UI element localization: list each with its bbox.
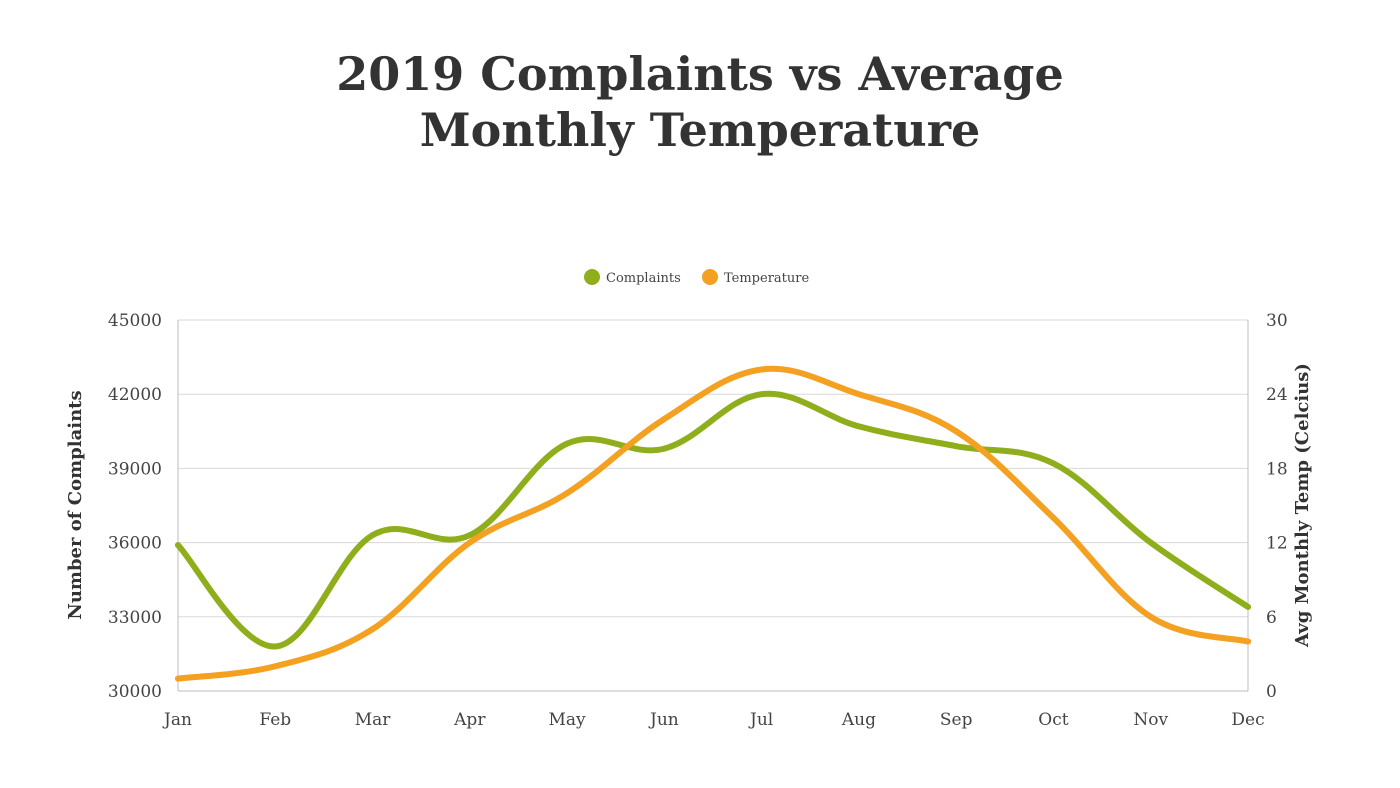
y-tick-label-left: 30000 [108,682,162,702]
data-point-temperature [564,490,571,497]
legend-marker-temperature [702,269,718,285]
x-tick-label: Mar [355,710,392,730]
data-point-complaints [369,532,376,539]
y-tick-label-right: 6 [1266,608,1277,628]
y-tick-label-right: 30 [1266,311,1288,331]
y-axis-title-left: Number of Complaints [65,390,86,619]
y-tick-label-right: 18 [1266,459,1288,479]
legend: Complaints Temperature [584,269,809,286]
data-point-complaints [1050,460,1057,467]
y-tick-label-left: 39000 [108,459,162,479]
data-point-complaints [466,532,473,539]
legend-label-temperature: Temperature [724,271,809,286]
data-point-complaints [855,423,862,430]
series-lines [175,365,1251,682]
x-tick-label: Apr [453,710,486,730]
data-point-temperature [1050,514,1057,521]
x-tick-label: Jan [162,710,192,730]
y-tick-label-right: 0 [1266,682,1277,702]
data-point-complaints [272,643,279,650]
data-point-complaints [758,391,765,398]
y-axis-title-right: Avg Monthly Temp (Celcius) [1292,363,1313,648]
x-tick-label: Oct [1038,710,1068,730]
chart-title: 2019 Complaints vs Average Monthly Tempe… [0,46,1400,158]
x-tick-label: Sep [940,710,973,730]
data-point-complaints [1147,539,1154,546]
series-line-temperature [175,365,1251,682]
x-tick-label: Dec [1231,710,1264,730]
data-point-temperature [1147,613,1154,620]
data-point-complaints [175,542,181,549]
y-tick-label-left: 36000 [108,534,162,554]
data-point-temperature [272,663,279,670]
x-tick-label: Nov [1133,710,1168,730]
chart-title-line-1: 2019 Complaints vs Average [336,47,1064,101]
x-tick-label: Aug [841,710,876,730]
data-point-complaints [661,445,668,452]
data-point-temperature [466,539,473,546]
y-tick-label-left: 33000 [108,608,162,628]
data-point-temperature [661,415,668,422]
y-tick-label-left: 42000 [108,385,162,405]
x-tick-label: Feb [259,710,291,730]
x-tick-label: Jun [648,710,679,730]
data-point-temperature [175,675,181,682]
data-point-temperature [369,626,376,633]
gridlines [178,319,1248,618]
data-point-temperature [953,428,960,435]
legend-marker-complaints [584,269,600,285]
y-tick-label-right: 24 [1266,385,1288,405]
data-point-complaints [953,443,960,450]
x-tick-label: May [549,710,587,730]
legend-label-complaints: Complaints [606,271,681,286]
tick-labels: 45000 42000 39000 36000 33000 30000 30 24 18 12 6 0… [108,311,1288,730]
data-point-complaints [1245,603,1251,610]
y-tick-label-left: 45000 [108,311,162,331]
x-tick-label: Jul [748,710,773,730]
data-point-temperature [758,366,765,373]
axes [177,320,1249,692]
chart-title-line-2: Monthly Temperature [419,103,981,157]
series-line-complaints [175,390,1251,650]
data-point-complaints [564,440,571,447]
y-tick-label-right: 12 [1266,534,1288,554]
data-point-temperature [1245,638,1251,645]
data-point-temperature [855,391,862,398]
